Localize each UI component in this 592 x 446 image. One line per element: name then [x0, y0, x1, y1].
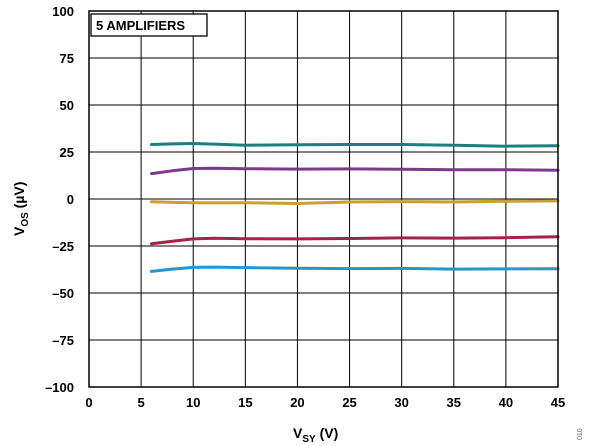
y-tick-label: –50: [52, 286, 74, 301]
x-tick-label: 5: [137, 395, 144, 410]
series-line-3: [150, 199, 560, 205]
y-tick-label: 0: [67, 192, 74, 207]
x-tick-label: 30: [394, 395, 408, 410]
series-line-5: [150, 265, 560, 273]
y-tick-label: 75: [60, 51, 74, 66]
x-tick-label: 40: [499, 395, 513, 410]
y-tick-label: –75: [52, 333, 74, 348]
annotation-text: 5 AMPLIFIERS: [96, 18, 185, 33]
series-line-2: [150, 166, 560, 176]
x-tick-label: 10: [186, 395, 200, 410]
grid-lines: [88, 10, 559, 388]
x-tick-label: 35: [447, 395, 461, 410]
annotation-box: [90, 13, 208, 37]
plot-frame: [88, 10, 559, 388]
y-tick-label: –100: [45, 380, 74, 395]
series-layer: [150, 142, 560, 273]
x-axis-label: VSY (V): [293, 425, 338, 445]
series-line-4: [150, 235, 560, 246]
y-tick-label: 25: [60, 145, 74, 160]
y-tick-label: 50: [60, 98, 74, 113]
y-tick-label: 100: [52, 4, 74, 19]
x-tick-label: 45: [551, 395, 565, 410]
x-tick-label: 15: [238, 395, 252, 410]
figure-id: 010: [577, 428, 584, 440]
series-line-1: [150, 142, 560, 148]
y-tick-labels: 100 75 50 25 0 –25 –50 –75 –100: [45, 4, 74, 395]
y-axis-label: VOS (µV): [11, 182, 31, 236]
x-tick-labels: 0 5 10 15 20 25 30 35 40 45: [85, 395, 565, 410]
x-tick-label: 25: [342, 395, 356, 410]
x-tick-label: 20: [290, 395, 304, 410]
x-tick-label: 0: [85, 395, 92, 410]
y-tick-label: –25: [52, 239, 74, 254]
